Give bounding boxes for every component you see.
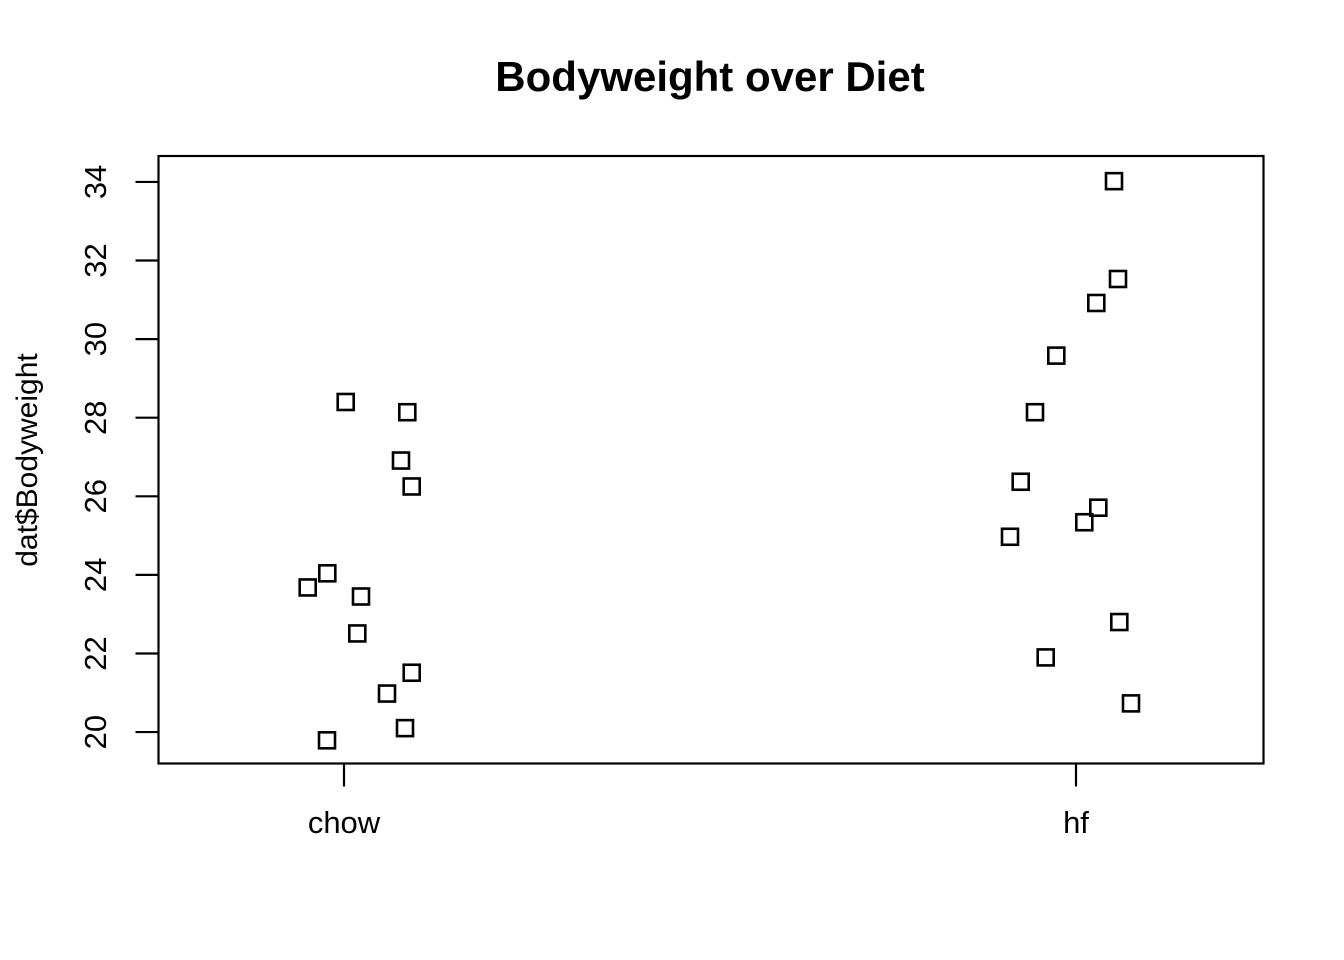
x-category-label: chow xyxy=(308,805,381,840)
data-point-square xyxy=(1075,512,1094,532)
data-point-square xyxy=(351,587,371,606)
data-point-square xyxy=(1108,269,1128,289)
chart-title: Bodyweight over Diet xyxy=(495,53,924,100)
data-point-square xyxy=(1047,346,1066,365)
x-category-label: hf xyxy=(1063,805,1089,840)
data-point-square xyxy=(1000,527,1020,547)
y-tick-label: 34 xyxy=(78,165,113,199)
data-point-square xyxy=(1011,472,1031,492)
data-point-square xyxy=(391,451,411,470)
y-tick-label: 24 xyxy=(78,558,113,592)
data-point-square xyxy=(1121,694,1141,713)
data-point-square xyxy=(1089,498,1108,517)
data-point-square xyxy=(1087,293,1106,313)
data-point-square xyxy=(397,402,417,422)
data-point-square xyxy=(402,477,422,496)
plot-box xyxy=(157,154,1265,765)
data-point-square xyxy=(1036,648,1055,667)
data-point-square xyxy=(402,663,422,683)
y-tick-label: 22 xyxy=(78,636,113,670)
data-point-square xyxy=(377,684,397,703)
y-tick-label: 28 xyxy=(78,400,113,434)
y-axis-title: dat$Bodyweight xyxy=(11,353,44,567)
plot-elements: 20 22 24 26 28 30 32 34 chow hf xyxy=(78,154,1265,840)
data-point-square xyxy=(336,392,356,412)
data-point-square xyxy=(1025,402,1045,422)
data-point-square xyxy=(317,564,337,583)
data-point-square xyxy=(1104,171,1124,191)
y-tick-label: 26 xyxy=(78,479,113,513)
data-point-square xyxy=(1110,612,1129,632)
data-point-square xyxy=(395,718,415,738)
y-tick-label: 32 xyxy=(78,243,113,277)
y-tick-label: 20 xyxy=(78,715,113,749)
y-tick-label: 30 xyxy=(78,322,113,356)
data-point-square xyxy=(347,624,367,643)
data-point-square xyxy=(298,578,318,597)
data-point-square xyxy=(317,731,337,750)
